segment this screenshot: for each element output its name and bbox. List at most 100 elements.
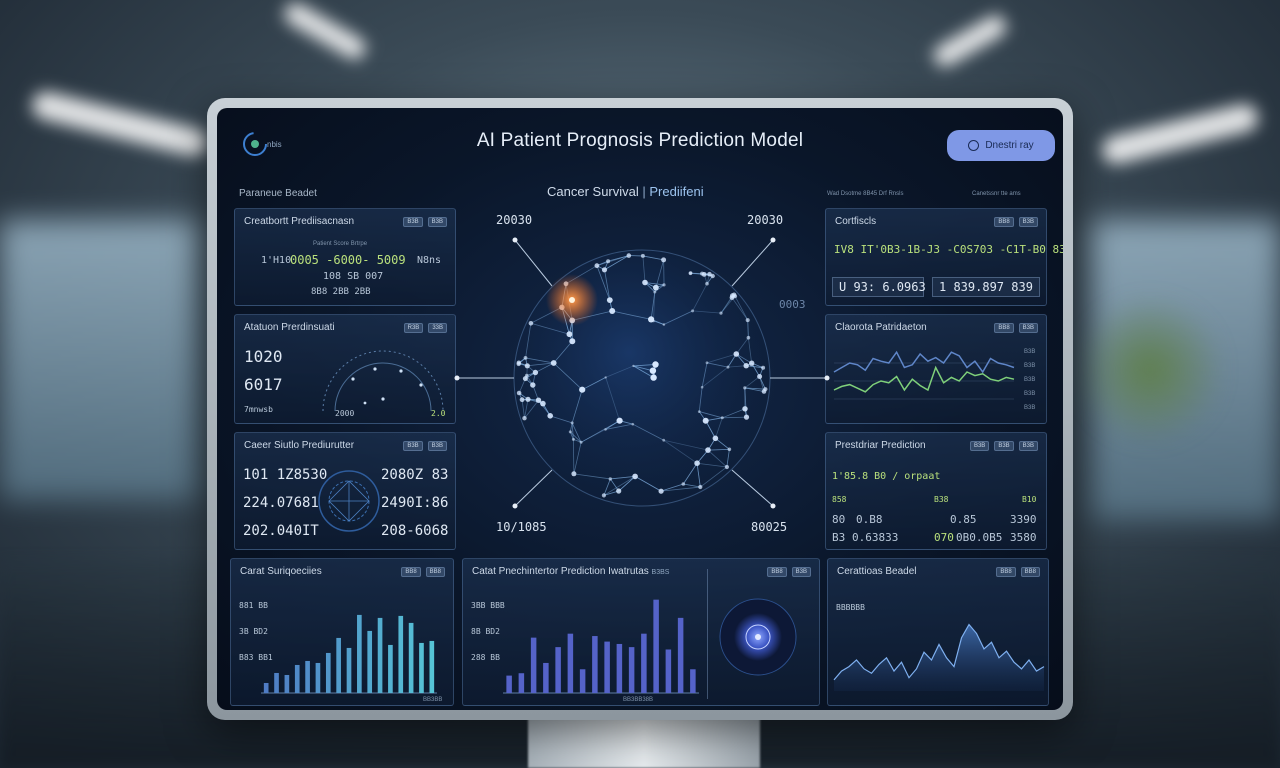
bar (628, 647, 635, 693)
panel-left-3[interactable]: Caeer Siutlo Prediurutter B3B B3B 101 1Z… (234, 432, 456, 550)
network-edge (653, 291, 656, 321)
value-box-2: 1 839.897 839 (932, 277, 1040, 297)
network-node (606, 297, 613, 303)
y-tick: B3B (1024, 391, 1036, 397)
network-edge (660, 483, 684, 492)
metric-right-3: 208-6068 (381, 523, 449, 539)
network-node (516, 390, 522, 396)
network-node (519, 397, 525, 403)
panel-right-1[interactable]: Cortfiscls BB8 B3B IV8 IT'0B3-1B-J3 -C0S… (825, 208, 1063, 306)
network-edge (683, 483, 701, 488)
gauge-arc (322, 350, 444, 412)
panel-tag[interactable]: B3B (791, 567, 811, 577)
grid-cell: 858 (832, 495, 847, 504)
panel-tag[interactable]: BB8 (1020, 567, 1040, 577)
network-edge (603, 478, 611, 496)
panel-tag[interactable]: B3B (1018, 441, 1038, 451)
metric-value-1: 1020 (244, 347, 283, 366)
panel-tag[interactable]: B3B (1018, 323, 1038, 333)
network-node (719, 311, 723, 315)
panel-tag[interactable]: BB8 (996, 567, 1016, 577)
network-node (632, 473, 638, 480)
network-edge (722, 408, 746, 419)
network-edge (569, 431, 582, 443)
panel-center-bottom[interactable]: Catat Pnechintertor Prediction Iwatrutas… (462, 558, 820, 706)
panel-left-2[interactable]: Atatuon Prerdinsuati R3B 33B 1020 6017 7… (234, 314, 456, 424)
network-edge (580, 420, 620, 443)
bar (506, 675, 512, 693)
panel-tag[interactable]: B3B (427, 441, 447, 451)
network-edge (596, 265, 611, 301)
x-label: BB3BB38B (623, 697, 654, 703)
panel-tag[interactable]: BB8 (994, 323, 1014, 333)
network-edge (633, 364, 656, 367)
connector-line (514, 469, 553, 507)
logo-text: nbis (267, 140, 282, 149)
metric-value-2: 6017 (244, 375, 283, 394)
network-edge (744, 387, 766, 390)
network-node (608, 477, 612, 481)
panel-tag[interactable]: 33B (428, 323, 447, 333)
network-edge (605, 365, 634, 378)
network-edge (603, 478, 611, 496)
network-node (604, 376, 607, 379)
panel-tag[interactable]: B3B (1018, 217, 1038, 227)
network-node (749, 360, 755, 366)
panel-tag[interactable]: BB8 (994, 217, 1014, 227)
app-logo-icon (243, 132, 267, 156)
network-edge (607, 255, 629, 262)
network-edge (696, 463, 701, 488)
score-line-prefix: 1'H10 (261, 255, 292, 266)
network-edge (569, 422, 573, 432)
panel-tag[interactable]: B3B (994, 441, 1014, 451)
panel-right-3[interactable]: Prestdriar Prediction B3B B3B B3B 1'85.8… (825, 432, 1047, 550)
panel-tag[interactable]: BB8 (425, 567, 445, 577)
ceiling-light (29, 88, 211, 160)
panel-tag[interactable]: B3B (427, 217, 447, 227)
network-edge (701, 366, 729, 388)
globe-label-mid: 0003 (779, 298, 806, 311)
panel-tag[interactable]: BB8 (767, 567, 787, 577)
bar (641, 633, 647, 693)
network-edge (530, 322, 570, 335)
right-section-label-b: Canetssnr tte ams (972, 191, 1021, 197)
network-edge (701, 362, 708, 388)
panel-tag[interactable]: B3B (403, 441, 423, 451)
network-node (569, 338, 576, 345)
bar (388, 644, 393, 693)
network-node (532, 369, 539, 376)
dashboard-screen: nbis AI Patient Prognosis Prediction Mod… (217, 108, 1063, 710)
network-edge (699, 411, 723, 419)
connector-node (454, 375, 460, 381)
bar (604, 641, 610, 693)
network-edge (663, 439, 709, 451)
background-window-left (0, 220, 200, 500)
y-tick: B3B (1024, 363, 1036, 369)
network-node (579, 440, 583, 444)
network-edge (727, 365, 747, 368)
network-node (745, 318, 750, 323)
network-node (524, 363, 530, 369)
header-action-label: Dnestri ray (985, 140, 1034, 151)
panel-right-2[interactable]: Claorota Patridaeton BB8 B3B B3B B3B B3B… (825, 314, 1047, 424)
panel-tag[interactable]: B3B (969, 441, 990, 451)
panel-right-4[interactable]: Cerattioas Beadel BB8 BB8 BBBBBB (827, 558, 1049, 706)
network-edge (642, 255, 646, 283)
panel-left-1[interactable]: Creatbortt Prediisacnasn B3B B3B Patient… (234, 208, 456, 306)
network-node (530, 382, 536, 388)
panel-tag[interactable]: BB8 (401, 567, 421, 577)
network-node (609, 308, 616, 314)
network-edge (744, 387, 765, 392)
network-edge (633, 365, 654, 378)
network-edge (720, 297, 733, 314)
panel-tag[interactable]: R3B (403, 323, 424, 333)
network-edge (744, 376, 760, 389)
panel-tag[interactable]: B3B (403, 217, 423, 227)
network-edge (632, 423, 664, 441)
network-edge (692, 283, 708, 312)
panel-left-4[interactable]: Carat Suriqoeciies BB8 BB8 881 BB 3B BD2… (230, 558, 454, 706)
network-edge (715, 438, 730, 450)
network-node (726, 365, 730, 369)
header-action-button[interactable]: Dnestri ray (947, 130, 1055, 161)
panel-title: Carat Suriqoeciies (240, 566, 322, 577)
